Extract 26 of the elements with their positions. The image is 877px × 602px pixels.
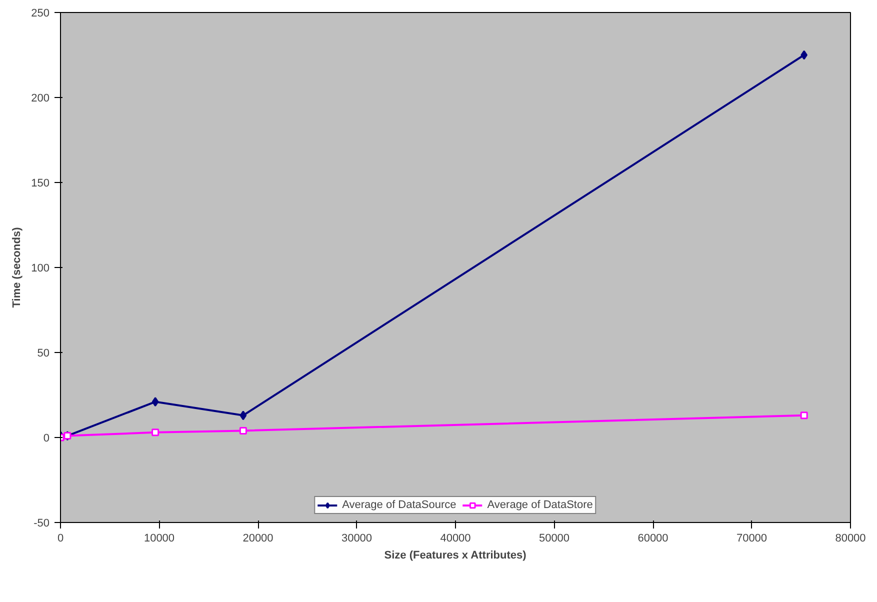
y-tick-label: 0: [43, 432, 50, 444]
x-axis-title: Size (Features x Attributes): [384, 550, 527, 562]
legend-label: Average of DataSource: [342, 499, 456, 511]
x-tick-label: 80000: [835, 532, 866, 544]
x-tick-label: 0: [57, 532, 64, 544]
point: [800, 412, 808, 420]
y-tick-label: 200: [31, 92, 50, 104]
point: [239, 426, 247, 434]
x-tick-label: 60000: [638, 532, 668, 544]
x-tick-label: 40000: [440, 532, 471, 544]
y-tick-label: 100: [31, 262, 50, 274]
x-tick-label: 20000: [242, 532, 274, 544]
x-tick-label: 30000: [341, 532, 372, 544]
y-tick-label: 150: [31, 178, 50, 190]
point: [152, 397, 159, 407]
y-tick-label: 250: [31, 8, 50, 20]
x-tick-label: 10000: [144, 532, 175, 544]
y-tick-label: 50: [37, 348, 50, 360]
legend-label: Average of DataStore: [487, 499, 593, 511]
y-axis-title: Time (seconds): [11, 226, 24, 308]
y-tick-label: -50: [34, 518, 50, 530]
point: [240, 410, 247, 420]
point: [152, 428, 160, 436]
point: [800, 50, 808, 60]
x-tick-label: 50000: [538, 532, 570, 544]
x-tick-label: 70000: [736, 532, 768, 544]
